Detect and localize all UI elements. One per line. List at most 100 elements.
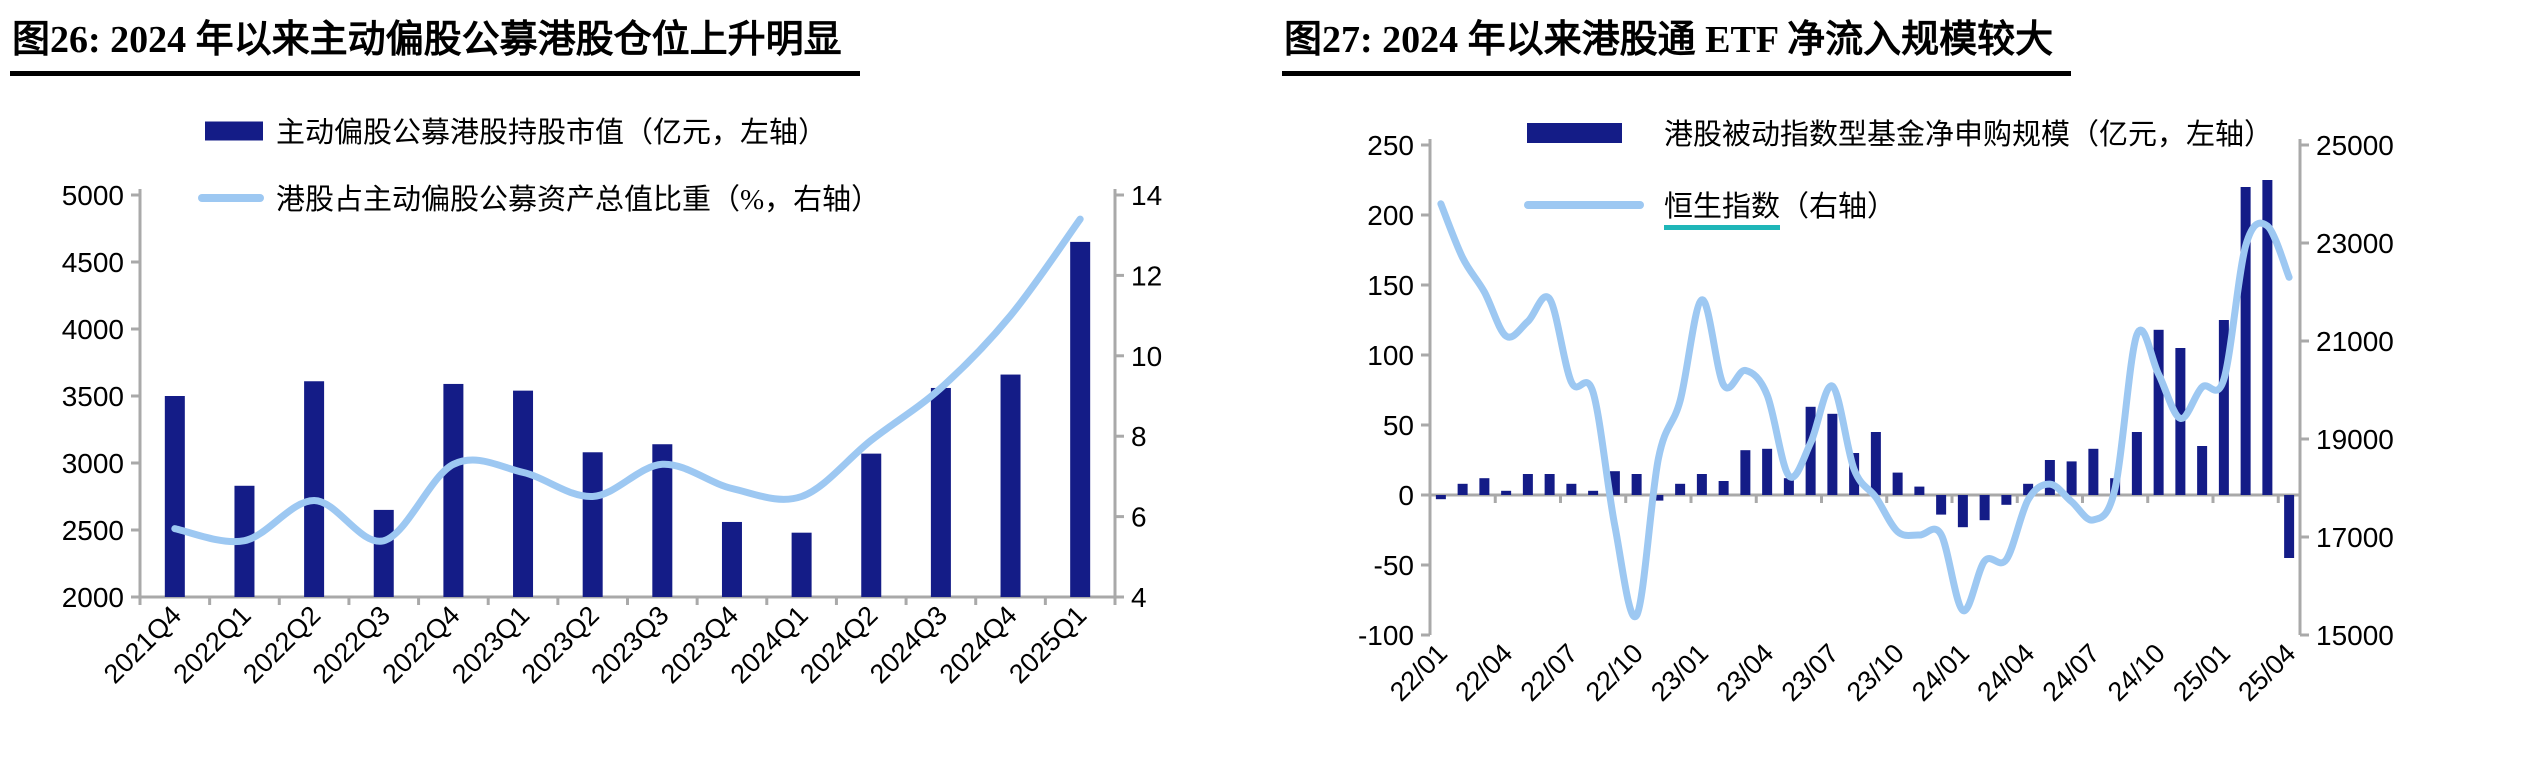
y-right-tick-label: 15000 <box>2316 620 2394 651</box>
bar-22/05 <box>1522 474 1533 495</box>
bar-2023Q1 <box>513 390 534 597</box>
x-tick-label: 22/10 <box>1580 638 1649 707</box>
y-right-tick-label: 6 <box>1131 502 1147 533</box>
bar-22/01 <box>1435 495 1446 500</box>
y-left-tick-label: 3500 <box>62 381 124 412</box>
y-axis-right-labels: 25000 23000 21000 19000 17000 15000 <box>2316 130 2394 651</box>
fig26-chart: 5000 4500 4000 3500 3000 2500 2000 14 12 10 8 6 4 202… <box>62 116 1162 689</box>
bar-23/02 <box>1718 481 1729 495</box>
bar-22/03 <box>1479 478 1490 495</box>
y-left-tick-label: 250 <box>1367 130 1414 161</box>
y-right-tick-label: 14 <box>1131 180 1162 211</box>
figure-27-panel: 图27: 2024 年以来港股通 ETF 净流入规模较大 250 200 150 10… <box>1272 0 2544 760</box>
bar-2022Q2 <box>304 381 325 597</box>
fig27-title: 图27: 2024 年以来港股通 ETF 净流入规模较大 <box>1282 6 2072 76</box>
bar-24/02 <box>1979 495 1990 521</box>
figure-26-panel: 图26: 2024 年以来主动偏股公募港股仓位上升明显 5000 4500 4000… <box>10 6 1162 689</box>
legend: 主动偏股公募港股持股市值（亿元，左轴） 港股占主动偏股公募资产总值比重（%，右轴） <box>198 116 880 216</box>
bar-25/04 <box>2284 495 2295 558</box>
bar-24/06 <box>2066 461 2077 495</box>
bar-24/03 <box>2001 495 2012 505</box>
bar-2024Q2 <box>861 453 882 597</box>
bar-2021Q4 <box>164 396 185 597</box>
x-tick-label: 25/04 <box>2232 638 2301 707</box>
x-tick-label: 23/07 <box>1776 638 1845 707</box>
x-tick-label: 2022Q3 <box>307 600 396 689</box>
bar-24/01 <box>1957 495 1968 528</box>
bar-23/10 <box>1892 472 1903 495</box>
y-left-tick-label: 2000 <box>62 582 124 613</box>
x-tick-label: 23/04 <box>1710 638 1779 707</box>
x-tick-label: 2021Q4 <box>98 600 187 689</box>
legend-line-swatch <box>1524 201 1644 209</box>
x-tick-label: 24/01 <box>1906 638 1975 707</box>
y-axis-right-labels: 14 12 10 8 6 4 <box>1131 180 1162 613</box>
x-tick-label: 24/07 <box>2037 638 2106 707</box>
x-tick-label: 2022Q1 <box>168 600 257 689</box>
bar-23/04 <box>1762 448 1773 495</box>
y-right-tick-label: 4 <box>1131 582 1147 613</box>
bar-2025Q1 <box>1070 241 1091 597</box>
bar-25/03 <box>2262 180 2273 495</box>
y-right-tick-label: 19000 <box>2316 424 2394 455</box>
bar-23/12 <box>1936 495 1947 515</box>
bar-2023Q3 <box>652 444 673 597</box>
y-left-tick-label: 150 <box>1367 270 1414 301</box>
legend-bar-swatch <box>205 121 263 141</box>
x-axis-labels: 22/0122/0422/0722/1023/0123/0423/0723/10… <box>1384 638 2301 707</box>
legend-label: 港股占主动偏股公募资产总值比重（%，右轴） <box>276 183 880 216</box>
y-left-tick-label: 3000 <box>62 448 124 479</box>
bar-22/11 <box>1653 495 1664 501</box>
axes <box>131 189 1124 605</box>
line-series <box>1437 200 2293 621</box>
bar-2023Q2 <box>582 452 603 597</box>
x-tick-label: 2024Q2 <box>794 600 883 689</box>
x-tick-label: 2022Q4 <box>376 600 465 689</box>
y-right-tick-label: 10 <box>1131 341 1162 372</box>
bar-23/09 <box>1870 432 1881 495</box>
y-axis-left-labels: 5000 4500 4000 3500 3000 2500 2000 <box>62 180 124 613</box>
y-left-tick-label: 200 <box>1367 200 1414 231</box>
fig27-svg: 250 200 150 100 50 0 -50 -100 25000 23000 21000 190… <box>1358 118 2394 707</box>
bar-22/02 <box>1457 483 1468 495</box>
legend-label: 恒生指数（右轴） <box>1664 190 1896 223</box>
x-tick-label: 23/10 <box>1841 638 1910 707</box>
y-right-tick-label: 25000 <box>2316 130 2394 161</box>
y-left-tick-label: 100 <box>1367 340 1414 371</box>
y-left-tick-label: 0 <box>1398 480 1414 511</box>
bar-2022Q4 <box>443 383 464 597</box>
y-axis-left-labels: 250 200 150 100 50 0 -50 -100 <box>1358 130 1414 651</box>
x-tick-label: 25/01 <box>2167 638 2236 707</box>
bar-24/05 <box>2044 460 2055 495</box>
bar-24/10 <box>2153 329 2164 495</box>
y-left-tick-label: 4000 <box>62 314 124 345</box>
x-tick-label: 2022Q2 <box>237 600 326 689</box>
x-tick-label: 2024Q1 <box>725 600 814 689</box>
y-left-tick-label: 50 <box>1383 410 1414 441</box>
bar-22/12 <box>1675 483 1686 495</box>
bar-22/04 <box>1501 490 1512 495</box>
y-left-tick-label: 4500 <box>62 247 124 278</box>
x-tick-label: 2023Q4 <box>655 600 744 689</box>
legend-line-swatch <box>198 194 264 202</box>
bar-22/06 <box>1544 474 1555 495</box>
x-tick-label: 2023Q1 <box>446 600 535 689</box>
y-left-tick-label: 5000 <box>62 180 124 211</box>
y-right-tick-label: 21000 <box>2316 326 2394 357</box>
line-series <box>171 215 1084 546</box>
y-right-tick-label: 8 <box>1131 421 1147 452</box>
fig26-title: 图26: 2024 年以来主动偏股公募港股仓位上升明显 <box>10 6 860 76</box>
x-tick-label: 22/04 <box>1449 638 1518 707</box>
legend-bar-swatch <box>1527 123 1622 143</box>
y-left-tick-label: -50 <box>1374 550 1414 581</box>
bar-23/03 <box>1740 450 1751 495</box>
fig26-svg: 5000 4500 4000 3500 3000 2500 2000 14 12 10 8 6 4 202… <box>62 116 1162 689</box>
bar-23/11 <box>1914 486 1925 495</box>
bar-22/08 <box>1588 490 1599 495</box>
y-right-tick-label: 17000 <box>2316 522 2394 553</box>
bar-22/09 <box>1609 471 1620 495</box>
x-tick-label: 23/01 <box>1645 638 1714 707</box>
x-tick-label: 2025Q1 <box>1003 600 1092 689</box>
bar-2024Q3 <box>930 387 951 597</box>
